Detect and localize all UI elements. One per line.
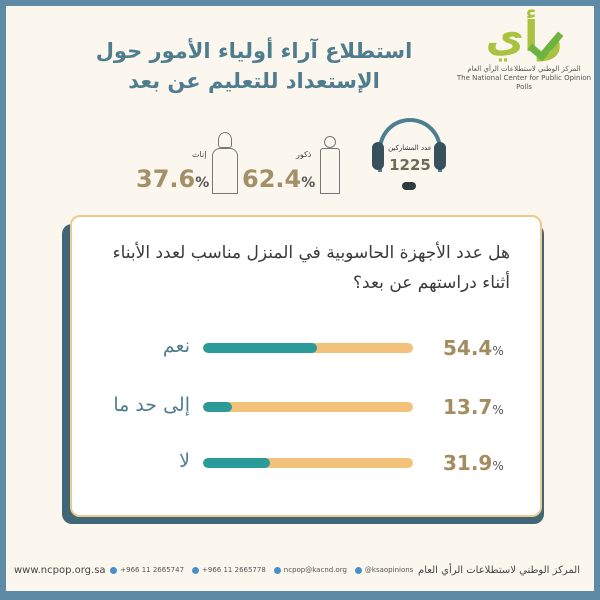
answer-bar-track: [203, 458, 413, 468]
twitter-icon: [354, 566, 362, 574]
female-percent: 37.6%: [136, 165, 210, 193]
email-icon: [273, 566, 281, 574]
male-label: ذكور: [296, 150, 312, 159]
logo-name-ar: المركز الوطني لاستطلاعات الرأي العام: [467, 65, 581, 73]
answer-percent: 31.9%: [443, 451, 504, 475]
logo-name-en: The National Center for Public Opinion P…: [456, 74, 592, 91]
email-link[interactable]: ncpop@kacnd.org: [283, 566, 347, 574]
phone-1: +966 11 2665747: [120, 566, 185, 574]
page-title: استطلاع آراء أولياء الأمور حول الإستعداد…: [68, 36, 440, 96]
answer-label: لا: [179, 450, 190, 472]
website-link[interactable]: www.ncpop.org.sa: [14, 564, 106, 576]
answer-label: إلى حد ما: [113, 394, 190, 416]
answer-percent: 13.7%: [443, 395, 504, 419]
question-text: هل عدد الأجهزة الحاسوبية في المنزل مناسب…: [112, 243, 510, 293]
answer-bar-fill: [203, 343, 318, 353]
answer-bar-fill: [203, 402, 232, 412]
fax-icon: [192, 566, 200, 574]
male-percent: 62.4%: [242, 165, 316, 193]
answer-bar-track: [203, 402, 413, 412]
answer-row: نعم 54.4%: [0, 333, 600, 363]
answer-percent: 54.4%: [443, 336, 504, 360]
answer-bar-track: [203, 343, 413, 353]
phone-2: +966 11 2665778: [202, 566, 266, 574]
answer-bar-fill: [203, 458, 270, 468]
footer-org-name: المركز الوطني لاستطلاعات الرأي العام: [418, 564, 580, 576]
answer-row: لا 31.9%: [0, 448, 600, 478]
answer-row: إلى حد ما 13.7%: [0, 392, 600, 422]
logo: رأي المركز الوطني لاستطلاعات الرأي العام…: [454, 10, 594, 92]
female-label: إناث: [192, 150, 207, 159]
participants-label: عدد المشاركين: [388, 144, 432, 152]
twitter-link[interactable]: @ksaopinions: [364, 566, 414, 574]
participants-count: 1225: [389, 156, 431, 174]
phone-icon: [110, 566, 118, 574]
footer: www.ncpop.org.sa +966 11 2665747 +966 11…: [14, 562, 580, 578]
title-line-1: استطلاع آراء أولياء الأمور حول: [95, 39, 413, 63]
headset-icon: عدد المشاركين 1225: [372, 118, 448, 196]
title-line-2: الإستعداد للتعليم عن بعد: [128, 69, 380, 93]
logo-mark: رأي: [485, 12, 563, 61]
participant-stats: عدد المشاركين 1225 62.4% ذكور 37.6% إناث: [6, 110, 600, 200]
answer-label: نعم: [162, 335, 190, 357]
